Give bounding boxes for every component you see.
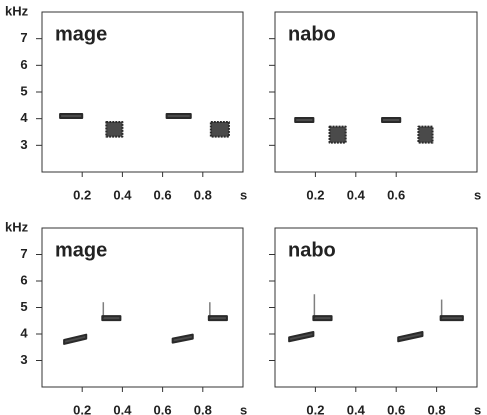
y-tick-label: 7	[20, 30, 27, 45]
y-tick-label: 5	[20, 83, 27, 98]
x-tick-label: 0.4	[113, 402, 132, 415]
x-tick-label: 0.6	[387, 402, 405, 415]
x-axis-label: s	[240, 402, 247, 415]
syllable	[397, 331, 424, 343]
syllable	[207, 315, 228, 322]
x-tick-label: 0.6	[154, 402, 172, 415]
x-axis-label: s	[240, 187, 247, 202]
panel-title: nabo	[288, 239, 336, 261]
x-tick-label: 0.6	[154, 187, 172, 202]
panel-title: nabo	[288, 23, 336, 45]
x-tick-label: 0.8	[194, 187, 212, 202]
x-tick-label: 0.2	[306, 187, 324, 202]
syllable	[105, 121, 124, 138]
y-tick-label: 4	[20, 110, 28, 125]
y-axis-label: kHz	[5, 3, 29, 18]
y-tick-label: 4	[20, 325, 28, 340]
x-axis-label: s	[474, 187, 481, 202]
x-axis-label: s	[474, 402, 481, 415]
syllable	[312, 315, 333, 322]
syllable	[59, 113, 84, 119]
syllable	[288, 331, 315, 343]
x-tick-label: 0.8	[194, 402, 212, 415]
syllable	[294, 117, 315, 123]
syllable	[63, 333, 88, 345]
y-tick-label: 6	[20, 272, 27, 287]
syllable	[381, 117, 402, 123]
syllable	[101, 315, 122, 322]
x-tick-label: 0.2	[73, 402, 91, 415]
syllable	[328, 125, 347, 144]
x-tick-label: 0.4	[113, 187, 132, 202]
syllable	[417, 125, 434, 144]
x-tick-label: 0.4	[347, 187, 366, 202]
y-tick-label: 5	[20, 299, 27, 314]
x-tick-label: 0.2	[73, 187, 91, 202]
syllable	[439, 315, 464, 322]
x-tick-label: 0.8	[428, 402, 446, 415]
panel-title: mage	[55, 23, 107, 45]
x-tick-label: 0.4	[347, 402, 366, 415]
x-tick-label: 0.2	[306, 402, 324, 415]
y-tick-label: 3	[20, 137, 27, 152]
y-tick-label: 6	[20, 57, 27, 72]
syllable	[165, 113, 192, 119]
panel-title: mage	[55, 239, 107, 261]
y-tick-label: 3	[20, 352, 27, 367]
syllable	[209, 121, 230, 138]
y-axis-label: kHz	[5, 219, 29, 234]
y-tick-label: 7	[20, 246, 27, 261]
syllable	[171, 333, 194, 344]
x-tick-label: 0.6	[387, 187, 405, 202]
